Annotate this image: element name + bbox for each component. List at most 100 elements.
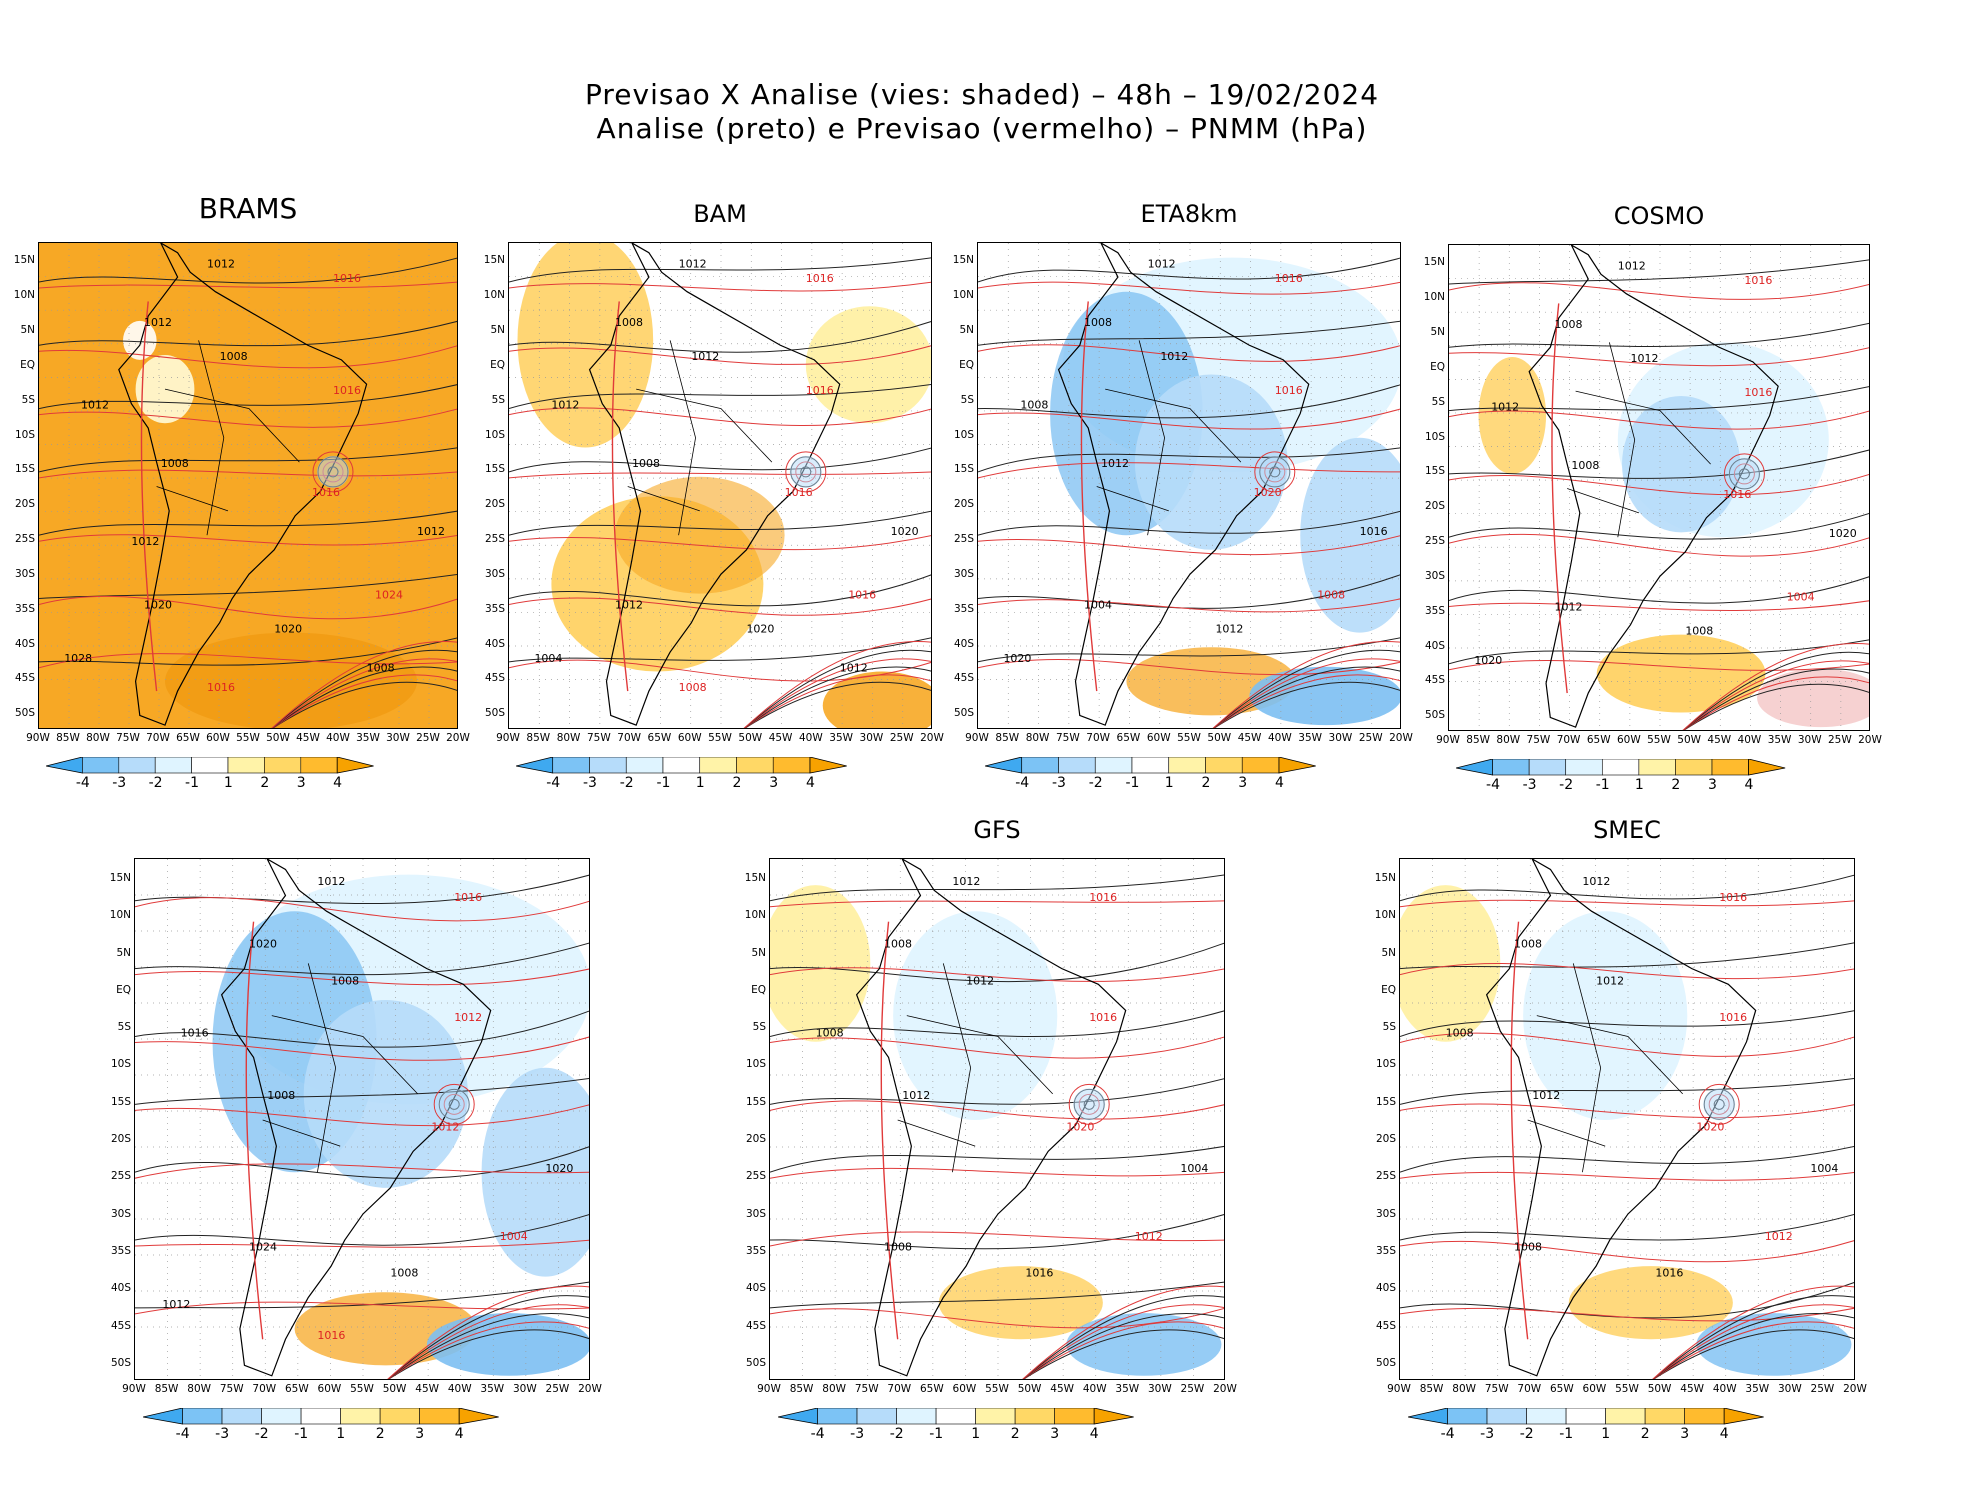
colorbar-container [516, 756, 867, 779]
forecast-isobar [770, 1100, 1224, 1120]
analysis-isobar [135, 1214, 589, 1246]
isobar-label: 1012 [1101, 457, 1129, 470]
isobar-label: 1016 [785, 486, 813, 499]
colorbar-label: -1 [294, 1426, 309, 1442]
map-plot-area: 1012 1016 1008 1012 1016 1012 1008 1016 1020 1012… [508, 242, 932, 729]
lon-label: 30W [386, 732, 410, 744]
colorbar-label: -1 [1595, 777, 1610, 793]
colorbar-segment [1675, 758, 1713, 776]
colorbar-arrow-low [1456, 758, 1494, 776]
colorbar-segment [182, 1407, 223, 1425]
colorbar-segment [1486, 1407, 1527, 1425]
country-borders [1096, 340, 1242, 536]
colorbar-label: -4 [175, 1426, 190, 1442]
isobar-label: 1008 [1685, 625, 1713, 638]
figure-title-line-1: Previsao X Analise (vies: shaded) – 48h … [584, 78, 1380, 111]
colorbar-segment [82, 756, 120, 774]
colorbar-segment [1712, 758, 1750, 776]
forecast-isobar [770, 1036, 1224, 1059]
colorbar-label: -3 [850, 1426, 865, 1442]
colorbar-segment [300, 756, 338, 774]
lon-label: 20W [1389, 732, 1413, 744]
isobar-label: 1012 [1148, 257, 1176, 270]
lat-label: EQ [1430, 360, 1445, 373]
lon-label: 55W [1615, 1383, 1639, 1395]
bias-shade [770, 885, 871, 1042]
southern-isobar [1652, 1285, 1854, 1379]
isobar-label: 1012 [679, 257, 707, 270]
lon-label: 55W [708, 732, 732, 744]
forecast-isobar [978, 462, 1400, 479]
forecast-isobar [509, 407, 931, 427]
lat-label: 5N [751, 946, 766, 959]
southern-isobar [1022, 1285, 1224, 1379]
lat-label: 30S [484, 567, 505, 580]
lat-label: EQ [20, 358, 35, 371]
forecast-isobar [509, 597, 931, 616]
lat-label: 25S [1424, 535, 1445, 548]
colorbar-segment [975, 1407, 1016, 1425]
lon-label: 65W [919, 1383, 944, 1395]
lon-label: 85W [154, 1383, 179, 1395]
analysis-isobar [1449, 386, 1869, 412]
lon-label: 35W [829, 732, 854, 744]
colorbar-arrow-high [1279, 756, 1317, 774]
lon-label: 90W [122, 1383, 146, 1395]
panel-title: GFS [973, 816, 1021, 844]
isobar-label: 1012 [317, 875, 345, 888]
country-borders [1527, 963, 1684, 1173]
lat-label: EQ [1381, 983, 1396, 996]
colorbar-label: 3 [415, 1426, 425, 1442]
andes-forecast-contour [1510, 921, 1529, 1340]
lon-label: 75W [219, 1383, 244, 1395]
isobar-label: 1008 [884, 938, 912, 951]
lon-label: 80W [1452, 1383, 1477, 1395]
lon-label: 45W [1707, 734, 1732, 746]
colorbar-label: -3 [215, 1426, 230, 1442]
lat-label: 35S [953, 602, 974, 615]
colorbar-segment [1021, 756, 1060, 774]
colorbar-label: 4 [1089, 1426, 1099, 1442]
bias-shade [1478, 357, 1547, 474]
map-svg: 1012 1016 1008 1012 1016 1012 1008 1016 1020 1012… [509, 243, 931, 728]
lat-label: 10S [1424, 430, 1445, 443]
isobar-label: 1008 [816, 1026, 844, 1039]
lat-label: 40S [110, 1282, 131, 1295]
isobar-label: 1012 [454, 1011, 482, 1024]
lon-label: 25W [1810, 1383, 1835, 1395]
lon-label: 25W [1827, 734, 1852, 746]
lat-label: 35S [110, 1245, 131, 1258]
isobar-label: 1020 [1829, 527, 1857, 540]
southern-isobar [1652, 1295, 1854, 1379]
isobar-label: 1020 [746, 623, 774, 636]
colorbar-segment [340, 1407, 381, 1425]
isobar-label: 1012 [615, 598, 643, 611]
colorbar-segment [1526, 1407, 1567, 1425]
southern-isobar [271, 641, 457, 728]
colorbar-segment [1168, 756, 1207, 774]
lat-label: 35S [484, 602, 505, 615]
colorbar-segment [1639, 758, 1677, 776]
map-svg: 1012 1016 1008 1012 1016 1008 1012 1020 1004 1008… [770, 859, 1224, 1379]
panel-title: SMEC [1593, 816, 1661, 844]
southern-isobar [1682, 660, 1869, 730]
lat-label: 45S [14, 672, 35, 685]
colorbar-label: 4 [333, 775, 343, 791]
analysis-isobar [509, 637, 931, 663]
cyclone-contour [433, 1083, 475, 1125]
colorbar-arrow-high [1748, 758, 1786, 776]
southern-isobar [1683, 676, 1869, 730]
bias-shade [1066, 1313, 1222, 1376]
analysis-isobar [770, 874, 1224, 902]
southern-isobar [1022, 1295, 1224, 1379]
lon-label: 65W [647, 732, 672, 744]
isobar-label: 1016 [806, 272, 834, 285]
isobar-label: 1008 [1317, 589, 1345, 602]
colorbar-label: -4 [75, 775, 90, 791]
model-panel-gfs: GFS 1012 1016 1008 1012 1016 1008 1012 1020 1004 1… [745, 816, 1237, 1500]
analysis-isobar [978, 574, 1400, 609]
isobar-label: 1012 [1582, 875, 1610, 888]
colorbar-label: -2 [619, 775, 634, 791]
colorbar-segment [261, 1407, 302, 1425]
isobar-label: 1004 [500, 1230, 528, 1243]
